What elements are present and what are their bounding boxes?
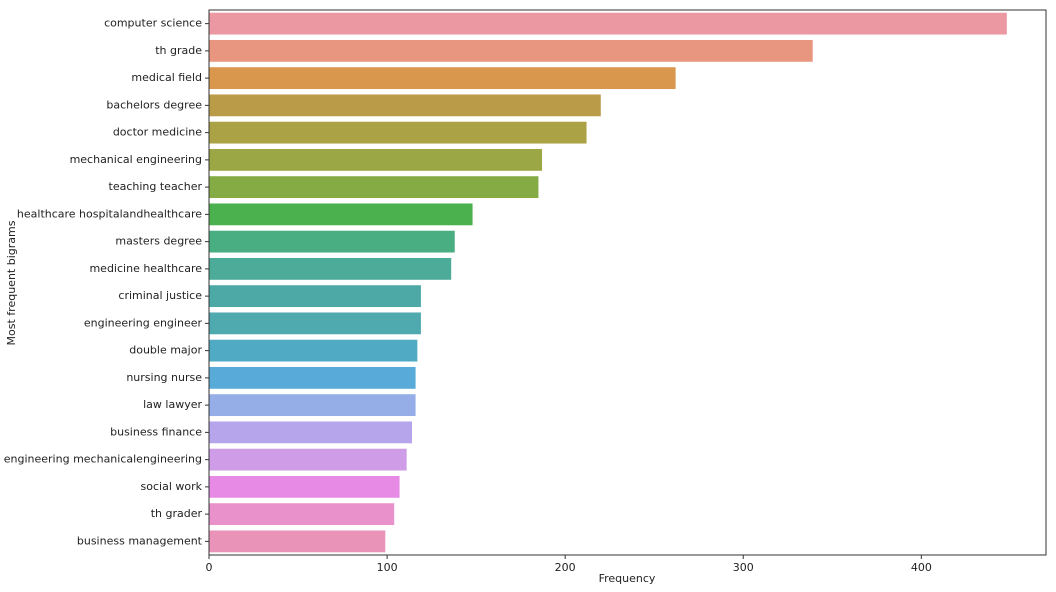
bar xyxy=(209,366,416,389)
bar xyxy=(209,394,416,417)
y-tick-label: double major xyxy=(129,344,202,357)
bar xyxy=(209,148,543,171)
bar xyxy=(209,94,601,117)
bar xyxy=(209,448,407,471)
y-tick-label: criminal justice xyxy=(118,289,202,302)
y-tick-label: nursing nurse xyxy=(126,371,202,384)
bar xyxy=(209,257,452,280)
bar xyxy=(209,312,421,335)
y-tick-label: th grader xyxy=(151,507,203,520)
bar xyxy=(209,339,418,362)
bar xyxy=(209,121,587,144)
bar xyxy=(209,285,421,308)
y-tick-label: business management xyxy=(77,534,203,547)
y-tick-label: doctor medicine xyxy=(113,126,202,139)
y-tick-label: mechanical engineering xyxy=(70,153,202,166)
x-tick-label: 400 xyxy=(911,561,932,574)
y-tick-label: engineering mechanicalengineering xyxy=(4,453,202,466)
bar xyxy=(209,12,1007,35)
y-tick-label: social work xyxy=(141,480,203,493)
y-axis-label: Most frequent bigrams xyxy=(5,220,18,345)
y-tick-label: th grade xyxy=(155,44,202,57)
y-tick-label: medical field xyxy=(131,71,202,84)
bar xyxy=(209,39,813,62)
y-tick-label: law lawyer xyxy=(143,398,202,411)
x-tick-label: 200 xyxy=(555,561,576,574)
x-axis-label: Frequency xyxy=(599,572,656,585)
y-tick-label: healthcare hospitalandhealthcare xyxy=(17,207,202,220)
bar xyxy=(209,530,386,553)
bar xyxy=(209,67,676,90)
y-tick-label: computer science xyxy=(104,17,202,30)
y-tick-label: masters degree xyxy=(115,235,202,248)
y-tick-label: teaching teacher xyxy=(109,180,203,193)
bar xyxy=(209,503,395,526)
y-tick-label: bachelors degree xyxy=(106,98,202,111)
bar xyxy=(209,230,455,253)
bar xyxy=(209,421,413,444)
x-tick-label: 300 xyxy=(733,561,754,574)
bar xyxy=(209,475,400,498)
x-tick-label: 0 xyxy=(206,561,213,574)
x-tick-label: 100 xyxy=(377,561,398,574)
bar xyxy=(209,176,539,199)
y-tick-label: medicine healthcare xyxy=(89,262,202,275)
y-tick-label: business finance xyxy=(110,425,202,438)
y-tick-label: engineering engineer xyxy=(84,316,203,329)
plot-frame xyxy=(208,9,1047,556)
bar xyxy=(209,203,473,226)
